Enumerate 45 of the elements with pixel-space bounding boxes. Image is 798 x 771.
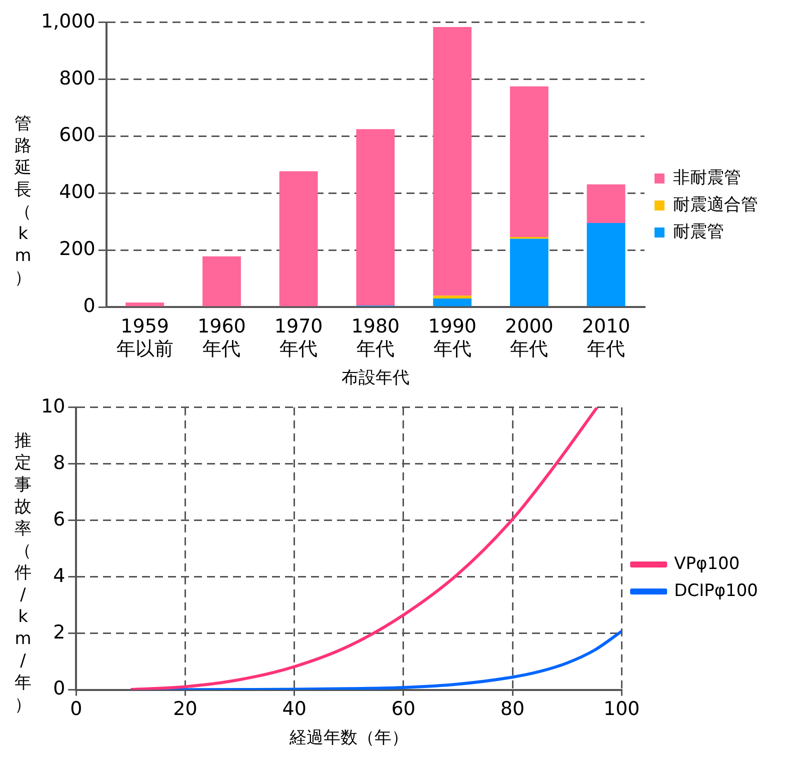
x-tick-label: 2000年代 (505, 315, 554, 360)
x-tick-label: 40 (282, 698, 306, 720)
y-tick-label: 8 (53, 452, 66, 474)
x-tick-label: 80 (500, 698, 525, 720)
x-tick-label: 1980年代 (351, 315, 400, 360)
bar (433, 296, 472, 298)
bar (433, 298, 472, 306)
x-tick-label: 1990年代 (428, 315, 476, 360)
y-tick-label: 4 (53, 564, 66, 587)
x-tick-label: 20 (173, 698, 198, 720)
x-tick-label: 1970年代 (274, 315, 323, 360)
x-tick-label: 100 (603, 698, 640, 720)
y-tick-label: 10 (40, 395, 66, 418)
x-tick-label: 1960年代 (198, 315, 246, 360)
bar (356, 129, 395, 306)
y-tick-label: 800 (59, 67, 96, 90)
y-tick-label: 600 (59, 124, 96, 146)
legend-label: DCIPφ100 (674, 580, 758, 601)
y-tick-label: 200 (59, 238, 96, 260)
bar (586, 223, 626, 306)
text: 推定事故率（件/km/年） (14, 431, 32, 715)
x-tick-label: 60 (391, 698, 416, 720)
bar (586, 184, 626, 224)
bar (510, 86, 548, 237)
y-tick-label: 6 (53, 508, 66, 530)
y-tick-label: 2 (53, 621, 66, 644)
bar (433, 26, 472, 296)
y-tick-label: 0 (83, 294, 96, 317)
legend-label: 耐震適合管 (673, 194, 758, 215)
x-axis-title: 布設年代 (341, 368, 410, 388)
x-tick-label: 1959年以前 (116, 315, 174, 360)
y-tick-label: 400 (59, 181, 96, 204)
x-tick-label: 2010年代 (582, 315, 630, 360)
y-tick-label: 1,000 (40, 10, 96, 32)
bar (202, 256, 241, 306)
x-axis-title: 経過年数（年） (288, 728, 408, 748)
line-series (129, 407, 599, 690)
y-tick-label: 0 (53, 678, 66, 700)
legend-label: 耐震管 (673, 222, 724, 242)
y-axis-title: 管路延長（km） (14, 112, 32, 288)
legend-label: 非耐震管 (673, 168, 741, 188)
bar (510, 238, 548, 306)
legend-label: VPφ100 (674, 554, 740, 574)
bar (126, 302, 164, 306)
bar (279, 171, 318, 306)
